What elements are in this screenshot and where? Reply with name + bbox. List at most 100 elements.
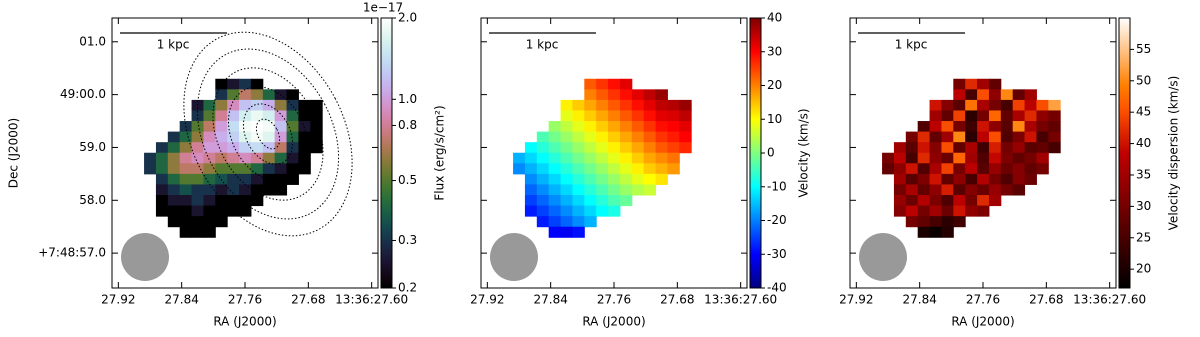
pixel [1000, 184, 1014, 196]
pixel [965, 205, 978, 217]
pixel [643, 99, 657, 111]
pixel [596, 184, 609, 196]
axes: 1 kpc 27.92 27.84 27.76 27.68 13:36:27.60 RA (… [7, 1, 1181, 329]
pixel [203, 173, 216, 185]
pixel [203, 121, 216, 133]
pixel [239, 99, 252, 111]
pixel [167, 142, 181, 154]
pixel [167, 216, 181, 228]
pixel [191, 99, 204, 111]
pixel [536, 195, 550, 207]
pixel [631, 121, 645, 133]
pixel [1024, 89, 1037, 101]
pixel [167, 152, 181, 164]
pixel [548, 184, 562, 196]
pixel [893, 152, 907, 164]
pixel [560, 152, 573, 164]
pixel [191, 152, 204, 164]
pixel [548, 226, 562, 238]
pixel [203, 152, 216, 164]
pixel [953, 131, 966, 143]
pixel [155, 163, 169, 175]
pixel [667, 110, 680, 122]
pixel [144, 163, 157, 175]
pixel [643, 110, 657, 122]
colorbar-tick-label: 45 [1136, 105, 1151, 119]
pixel [227, 184, 240, 196]
pixel [608, 121, 621, 133]
pixel [239, 195, 252, 207]
pixel [929, 216, 942, 228]
y-axis-label: Dec (J2000) [7, 118, 21, 188]
pixel [655, 89, 668, 101]
pixel [917, 142, 931, 154]
colorbar-tick-label: -10 [767, 179, 787, 193]
x-tick-label: 27.84 [902, 293, 936, 307]
pixel [155, 184, 169, 196]
pixel [596, 89, 609, 101]
pixel [250, 152, 264, 164]
pixel [215, 163, 228, 175]
pixel [167, 184, 181, 196]
pixel [941, 184, 954, 196]
pixel [977, 99, 990, 111]
pixel [988, 152, 1002, 164]
pixel [977, 121, 990, 133]
pixel [227, 78, 240, 90]
pixel [227, 99, 240, 111]
pixel [286, 110, 299, 122]
pixel [179, 184, 193, 196]
pixel [1036, 152, 1049, 164]
x-tick-label: 27.68 [1029, 293, 1063, 307]
colorbar-tick-label: 40 [1136, 136, 1151, 150]
pixel [667, 99, 680, 111]
pixel [191, 131, 204, 143]
pixel [941, 152, 954, 164]
x-tick-label: 27.92 [470, 293, 504, 307]
pixel [1012, 173, 1026, 185]
pixel [1000, 121, 1014, 133]
pixel [965, 110, 978, 122]
contour [183, 31, 353, 237]
pixel [274, 184, 288, 196]
colorbar-tick-label: 30 [767, 44, 782, 58]
pixel [608, 195, 621, 207]
pixel [584, 121, 597, 133]
pixel [203, 163, 216, 175]
pixel [274, 152, 288, 164]
pixel [608, 110, 621, 122]
pixel [893, 205, 907, 217]
pixel [227, 142, 240, 154]
pixel [1036, 142, 1049, 154]
pixel [239, 205, 252, 217]
pixel [274, 142, 288, 154]
colorbar-tick-label: 50 [1136, 73, 1151, 87]
pixel [953, 110, 966, 122]
pixel [1000, 173, 1014, 185]
pixel [988, 142, 1002, 154]
pixel [655, 110, 668, 122]
pixel [953, 142, 966, 154]
pixel [619, 78, 633, 90]
pixel [179, 173, 193, 185]
pixel [929, 184, 942, 196]
pixel [524, 152, 538, 164]
pixel [917, 195, 931, 207]
pixel [1012, 163, 1026, 175]
pixel [953, 163, 966, 175]
pixel [619, 173, 633, 185]
pixel [560, 131, 573, 143]
pixel [679, 121, 692, 133]
pixel [155, 195, 169, 207]
pixel [536, 152, 550, 164]
pixel [953, 195, 966, 207]
pixel [191, 226, 204, 238]
pixel [929, 195, 942, 207]
colorbar-tick-label: 20 [1136, 262, 1151, 276]
pixel [655, 131, 668, 143]
pixel [203, 184, 216, 196]
pixel [191, 142, 204, 154]
pixel [619, 110, 633, 122]
pixel [239, 173, 252, 185]
pixel [655, 142, 668, 154]
